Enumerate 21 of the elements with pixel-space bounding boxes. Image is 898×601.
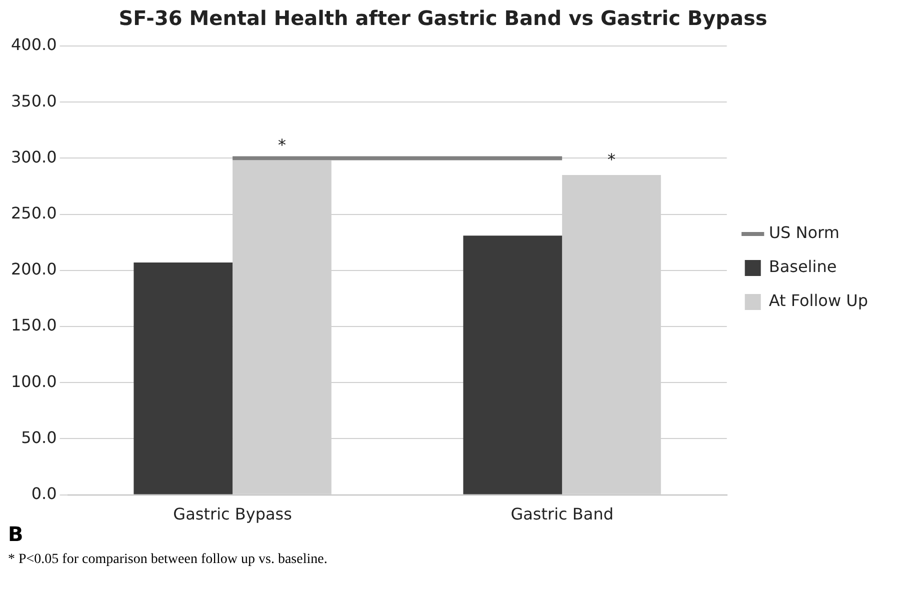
chart-title: SF-36 Mental Health after Gastric Band vs Gastric Bypass [118, 6, 768, 30]
bar [134, 262, 233, 494]
y-tick-label: 150.0 [10, 316, 57, 335]
y-tick-label: 200.0 [10, 260, 57, 279]
x-tick-label: Gastric Band [510, 504, 614, 524]
y-tick-label: 100.0 [10, 372, 57, 391]
legend-label: Baseline [768, 257, 837, 276]
x-tick-label: Gastric Bypass [173, 504, 292, 524]
text: B [8, 522, 24, 546]
annotation: * [608, 150, 616, 170]
text: * P<0.05 for comparison between follow up vs. baseline. [8, 552, 328, 568]
y-tick-label: 0.0 [31, 484, 57, 503]
legend-label: US Norm [768, 223, 840, 242]
y-tick-label: 350.0 [10, 91, 57, 110]
bar [463, 236, 562, 494]
y-tick-label: 250.0 [10, 203, 57, 222]
y-tick-label: 400.0 [10, 35, 57, 54]
legend-label: At Follow Up [768, 291, 868, 310]
y-tick-label: 300.0 [10, 147, 57, 166]
annotation: * [278, 136, 286, 155]
y-tick-label: 50.0 [21, 428, 57, 447]
